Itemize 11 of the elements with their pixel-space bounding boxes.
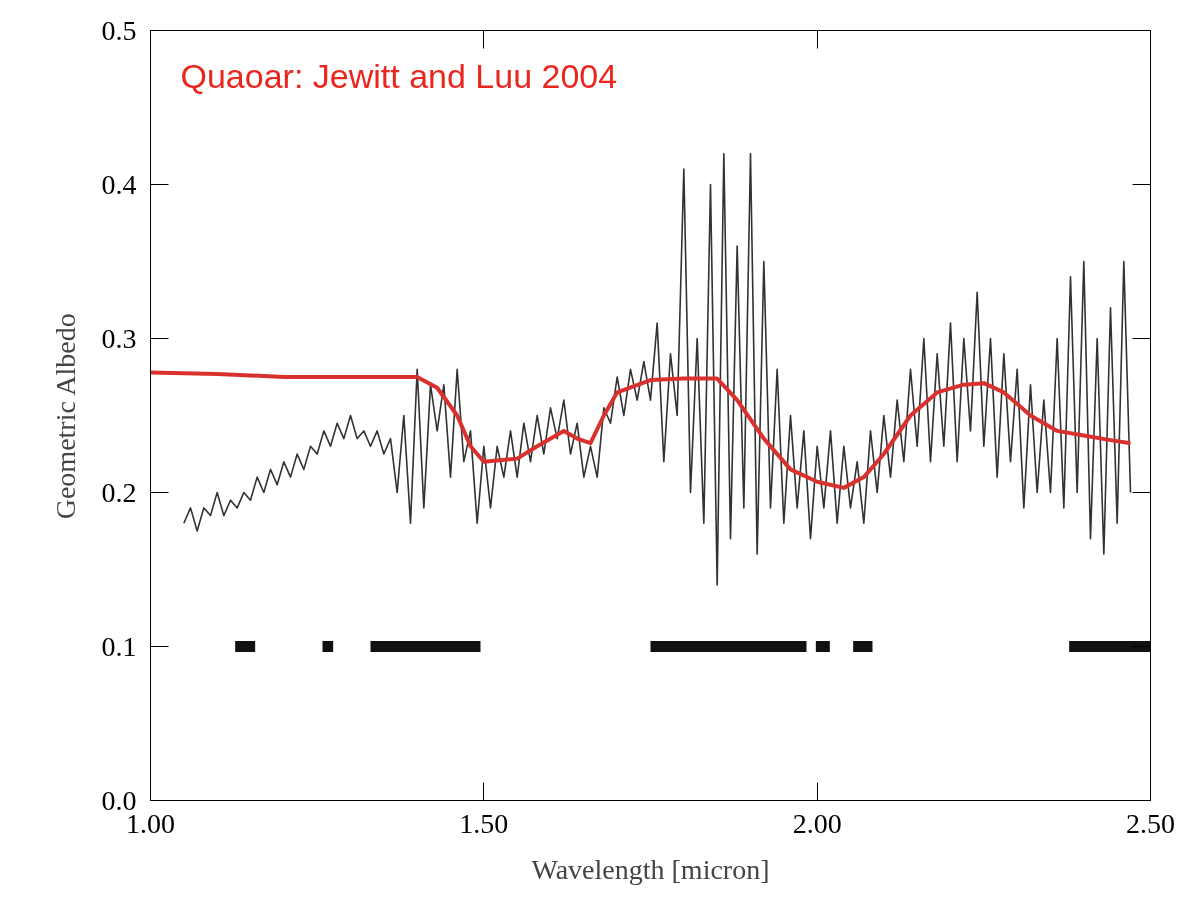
x-axis-title: Wavelength [micron] [531,853,770,885]
y-tick-label: 0.5 [101,14,137,46]
x-tick-label: 1.50 [459,807,509,839]
annotation: Quaoar: Jewitt and Luu 2004 [180,56,618,95]
x-tick-label: 2.50 [1126,807,1175,839]
y-tick-label: 0.3 [101,322,137,354]
y-tick-label: 0.1 [101,630,137,662]
y-tick-label: 0.2 [101,476,137,508]
x-tick-label: 2.00 [792,807,842,839]
y-tick-label: 0.4 [101,168,137,200]
y-axis-title: Geometric Albedo [49,313,81,520]
